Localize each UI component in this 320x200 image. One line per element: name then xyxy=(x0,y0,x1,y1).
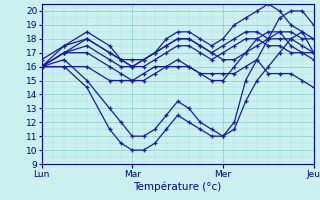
X-axis label: Température (°c): Température (°c) xyxy=(133,181,222,192)
